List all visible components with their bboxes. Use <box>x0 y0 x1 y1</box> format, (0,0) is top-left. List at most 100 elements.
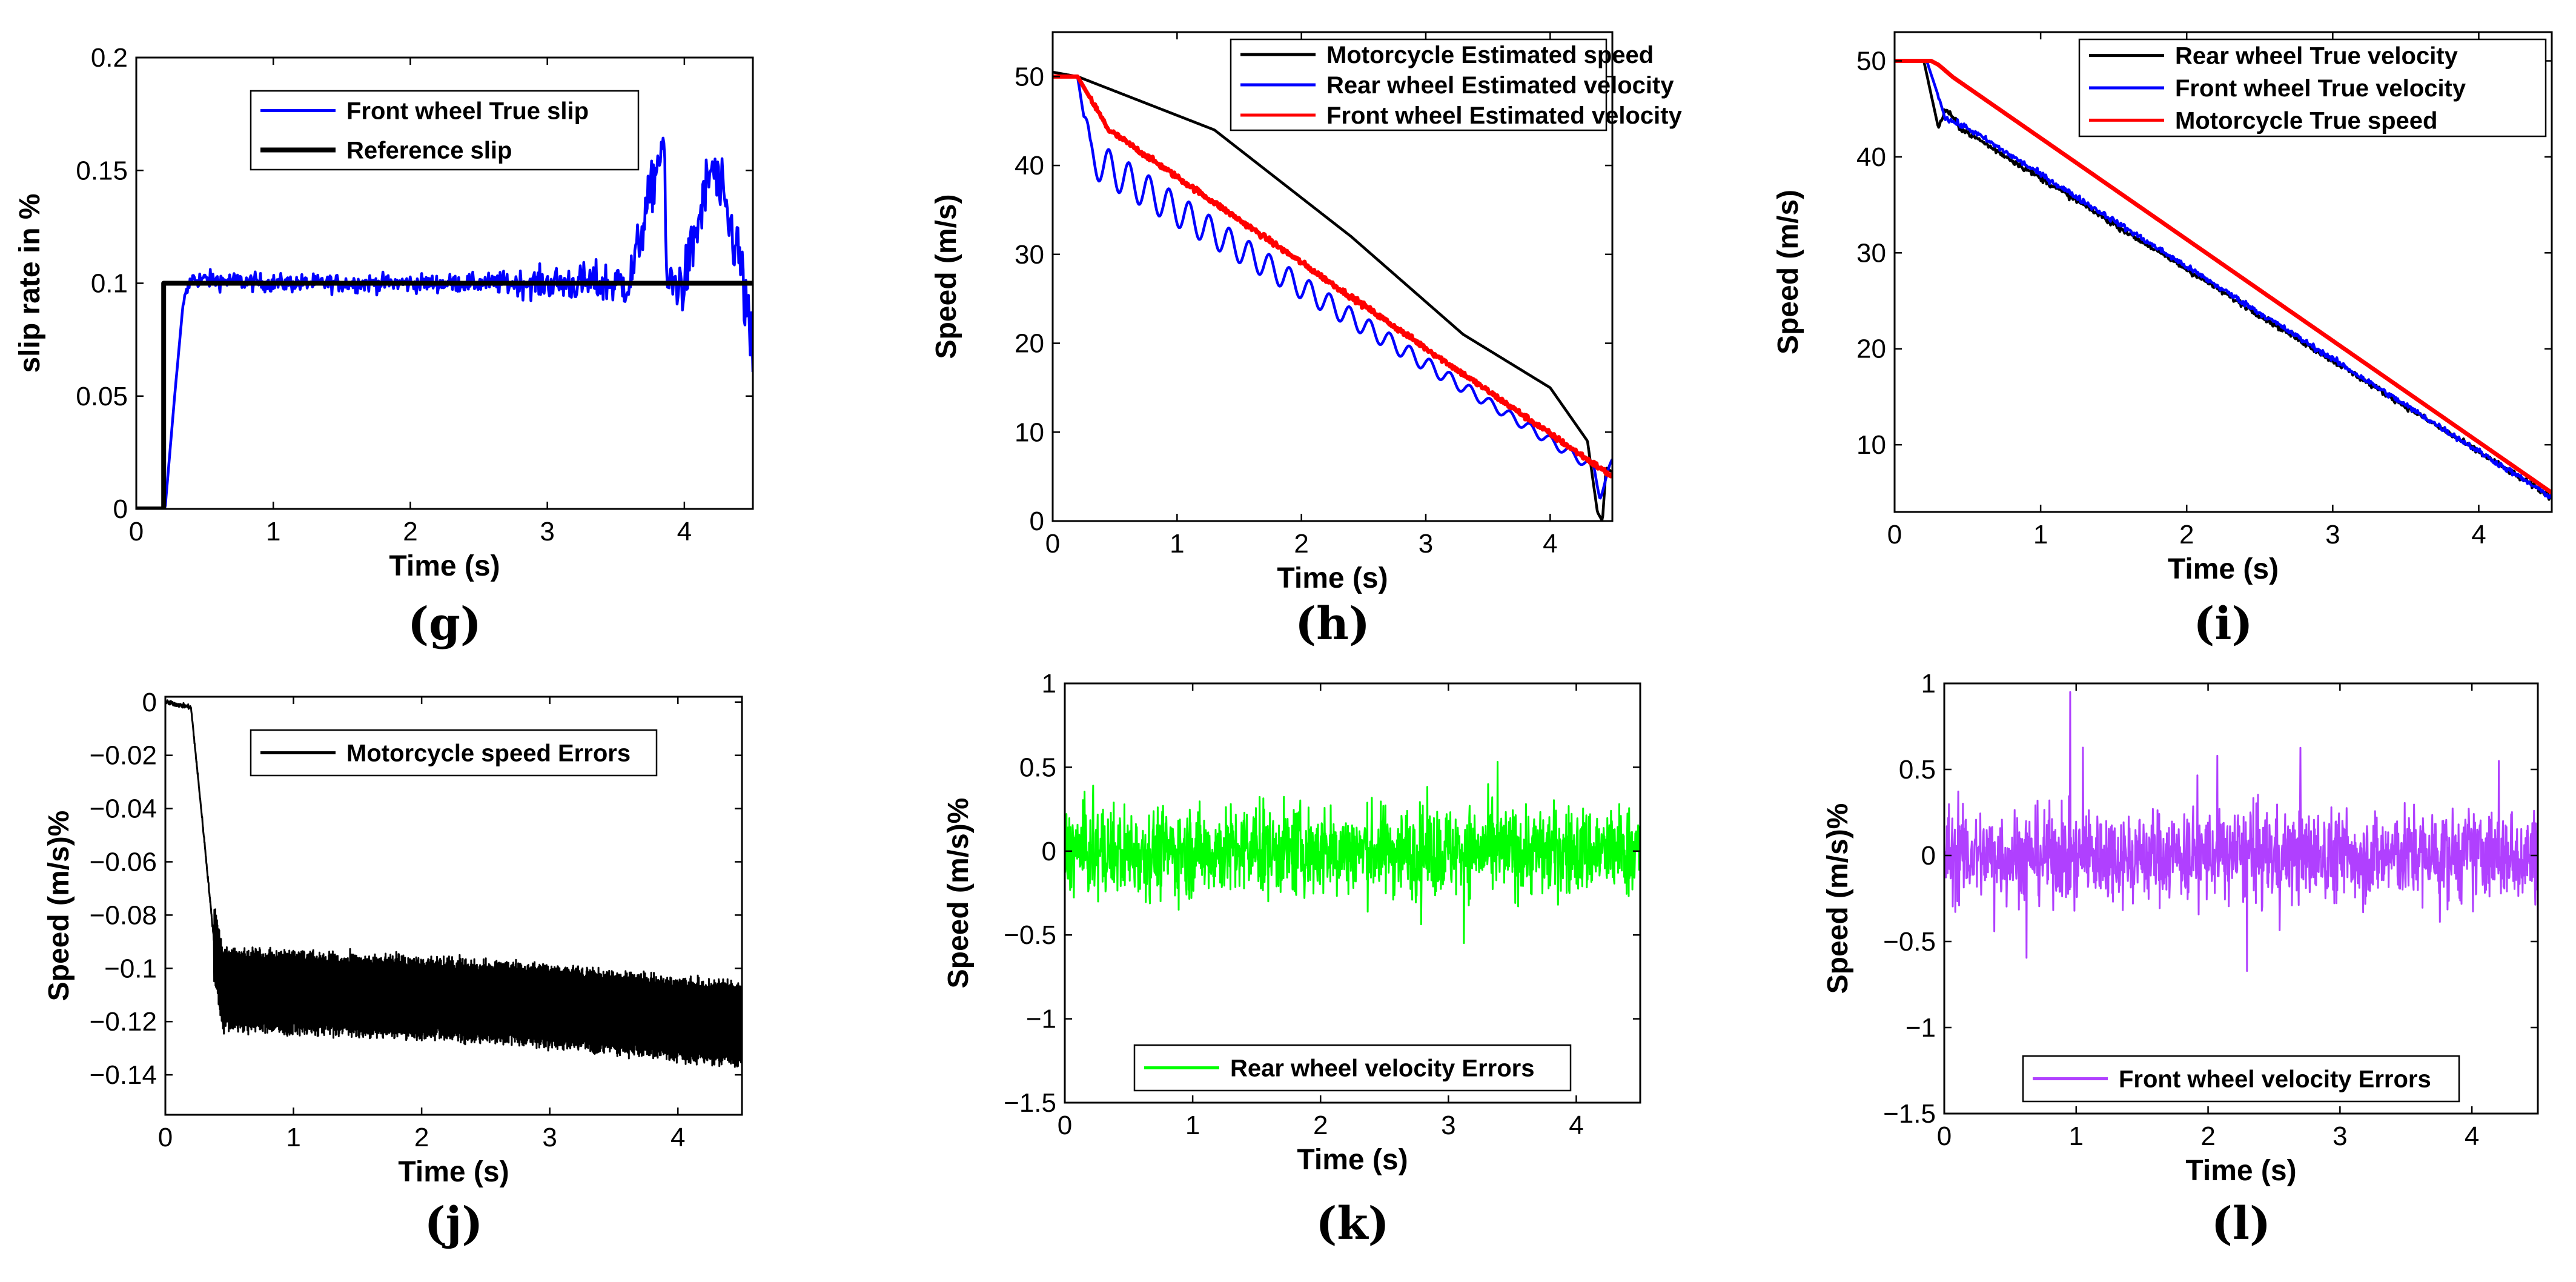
x-axis-label: Time (s) <box>1297 1144 1408 1176</box>
x-tick-label: 4 <box>670 1123 685 1152</box>
x-tick-label: 3 <box>1441 1111 1455 1140</box>
y-tick-label: 0 <box>1030 506 1044 536</box>
y-tick-label: −1.5 <box>1004 1088 1056 1118</box>
y-axis-label: Speed (m/s) <box>930 194 962 359</box>
x-tick-label: 1 <box>1185 1111 1200 1140</box>
y-tick-label: 0 <box>113 494 128 524</box>
y-tick-label: −0.5 <box>1004 920 1056 950</box>
panel-caption: (i) <box>2193 598 2253 650</box>
x-tick-label: 1 <box>1170 529 1184 559</box>
legend-label: Motorcycle speed Errors <box>346 740 631 767</box>
y-tick-label: −0.08 <box>90 900 157 930</box>
x-tick-label: 2 <box>403 517 417 546</box>
x-axis-label: Time (s) <box>389 550 500 582</box>
y-tick-label: 10 <box>1015 417 1044 447</box>
y-axis-label: Speed (m/s)% <box>942 798 975 989</box>
legend: Motorcycle speed Errors <box>250 729 658 777</box>
x-tick-label: 3 <box>2333 1121 2347 1151</box>
plot-frame <box>1943 682 2539 1115</box>
legend-label: Rear wheel True velocity <box>2175 43 2458 70</box>
y-tick-label: 30 <box>1856 238 1886 268</box>
legend-label: Front wheel True velocity <box>2175 75 2466 102</box>
y-tick-label: 0.15 <box>76 156 128 185</box>
x-axis-label: Time (s) <box>2168 553 2279 585</box>
y-tick-label: 1 <box>1921 669 1936 699</box>
x-tick-label: 4 <box>2471 520 2486 550</box>
x-tick-label: 3 <box>542 1123 557 1152</box>
panel-caption: (j) <box>425 1198 483 1250</box>
legend-label: Front wheel Estimated velocity <box>1326 102 1683 129</box>
y-tick-label: −0.5 <box>1883 927 1936 957</box>
legend: Front wheel True slip Reference slip <box>250 90 640 171</box>
y-tick-label: 30 <box>1015 240 1044 270</box>
y-tick-label: 50 <box>1015 62 1044 91</box>
x-tick-label: 2 <box>2179 520 2194 550</box>
y-axis-label: Speed (m/s) <box>1772 190 1804 354</box>
legend: Motorcycle Estimated speed Rear wheel Est… <box>1230 38 1683 131</box>
y-tick-label: 20 <box>1856 334 1886 364</box>
y-tick-label: 40 <box>1015 151 1044 181</box>
y-tick-label: −1 <box>1906 1013 1936 1043</box>
legend: Front wheel velocity Errors <box>2022 1055 2460 1103</box>
x-tick-label: 4 <box>677 517 692 546</box>
y-tick-label: −0.12 <box>90 1007 157 1037</box>
y-tick-label: 0.5 <box>1899 755 1936 785</box>
x-tick-label: 3 <box>540 517 554 546</box>
y-tick-label: 40 <box>1856 142 1886 172</box>
x-tick-label: 4 <box>2465 1121 2479 1151</box>
chart-panel-j: 0 1 2 3 4 0 −0.02 −0.04 −0.06 −0.08 −0.1 −0.12 −0.14… <box>43 688 743 1250</box>
x-tick-label: 2 <box>2200 1121 2215 1151</box>
y-tick-label: 0.5 <box>1019 752 1056 782</box>
y-tick-label: 20 <box>1015 329 1044 359</box>
x-tick-label: 4 <box>1543 529 1557 559</box>
x-tick-label: 2 <box>414 1123 429 1152</box>
series-line-0 <box>1053 70 1612 521</box>
legend-label: Motorcycle Estimated speed <box>1326 42 1654 68</box>
legend: Rear wheel True velocity Front wheel True… <box>2078 38 2547 138</box>
x-axis-label: Time (s) <box>2185 1155 2296 1187</box>
series-line-1 <box>1895 59 2552 499</box>
legend-box <box>2022 1055 2460 1103</box>
y-axis-label: Speed (m/s)% <box>1822 803 1854 994</box>
y-axis-label: Speed (m/s)% <box>43 811 75 1001</box>
x-tick-label: 3 <box>2325 520 2340 550</box>
x-tick-label: 0 <box>129 517 144 546</box>
x-tick-label: 3 <box>1419 529 1433 559</box>
chart-panel-l: 0 1 2 3 4 −1.5 −1 −0.5 0 0.5 1 Time (s) Speed (m/s)%… <box>1822 669 2539 1250</box>
x-tick-label: 0 <box>1045 529 1060 559</box>
chart-panel-g: 0 1 2 3 4 0 0.05 0.1 0.15 0.2 Time (s) slip rate in… <box>14 43 754 650</box>
x-tick-label: 0 <box>1887 520 1902 550</box>
y-tick-label: 10 <box>1856 430 1886 460</box>
chart-panel-k: 0 1 2 3 4 −1.5 −1 −0.5 0 0.5 1 Time (s) Speed (m/s)%… <box>942 669 1641 1250</box>
x-tick-label: 1 <box>286 1123 300 1152</box>
panel-caption: (k) <box>1316 1198 1389 1250</box>
x-tick-label: 0 <box>158 1123 173 1152</box>
y-tick-label: 50 <box>1856 47 1886 76</box>
series-line-1 <box>136 281 753 509</box>
y-tick-label: 0.1 <box>91 269 128 299</box>
y-tick-label: 1 <box>1042 669 1056 699</box>
y-tick-label: 0.2 <box>91 43 128 73</box>
x-tick-label: 4 <box>1569 1111 1583 1140</box>
plot-frame <box>1893 31 2553 513</box>
legend-label: Rear wheel velocity Errors <box>1230 1055 1534 1082</box>
legend-box <box>250 90 640 171</box>
x-tick-label: 1 <box>266 517 280 546</box>
panel-caption: (l) <box>2211 1198 2271 1250</box>
y-tick-label: −0.1 <box>104 954 157 983</box>
legend-label: Reference slip <box>346 138 512 164</box>
series-line-0 <box>1944 691 2538 972</box>
series-line-1 <box>1053 75 1612 500</box>
panel-caption: (h) <box>1295 598 1370 650</box>
plot-frame <box>1051 31 1614 522</box>
y-tick-label: −0.06 <box>90 847 157 877</box>
y-tick-label: −0.02 <box>90 741 157 771</box>
legend-label: Rear wheel Estimated velocity <box>1326 72 1674 99</box>
legend-label: Front wheel True slip <box>346 98 589 125</box>
y-tick-label: 0 <box>142 688 157 717</box>
x-axis-label: Time (s) <box>1277 562 1388 594</box>
series-line-0 <box>1065 761 1640 945</box>
y-tick-label: 0 <box>1921 841 1936 871</box>
